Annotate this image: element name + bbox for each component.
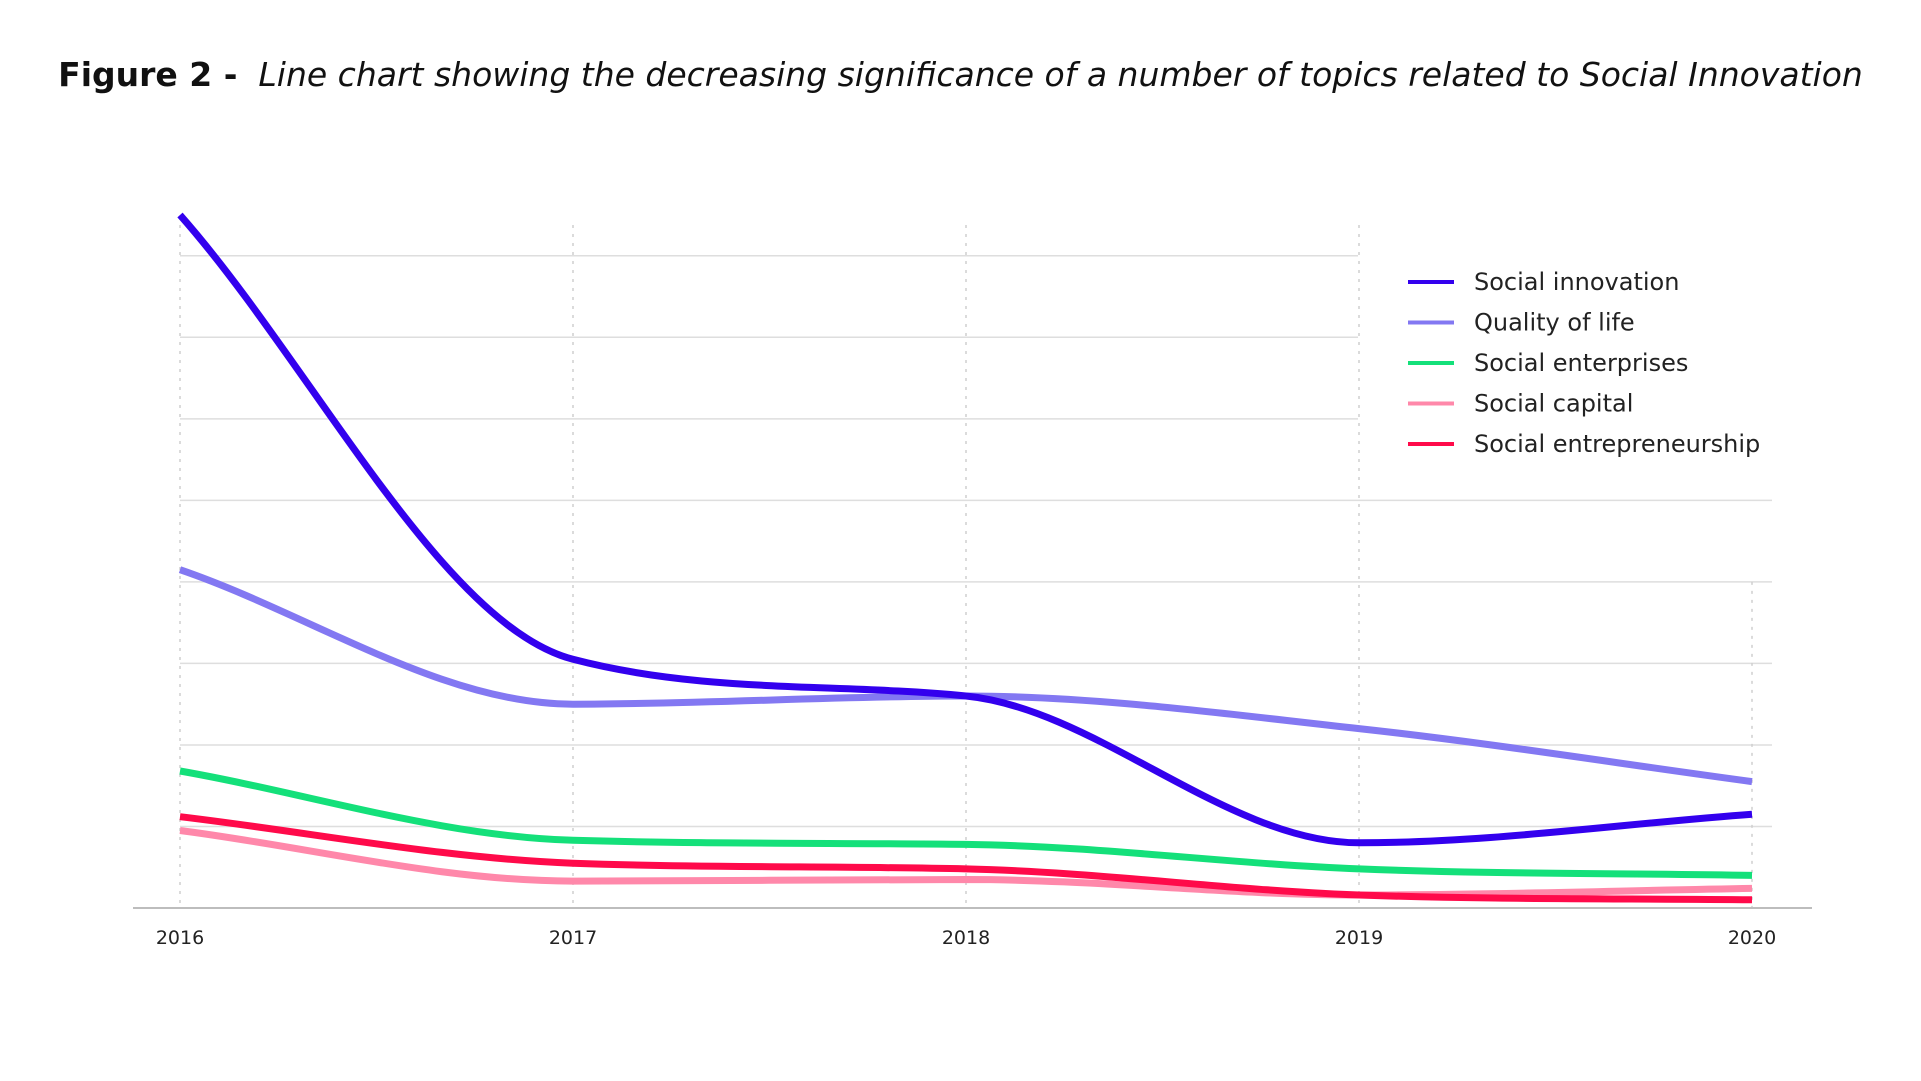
x-tick-label: 2019 — [1335, 927, 1383, 949]
grid-layer — [179, 225, 1772, 908]
legend-label: Social innovation — [1474, 268, 1679, 296]
legend-item: Social innovation — [1408, 268, 1679, 296]
legend-item: Quality of life — [1408, 309, 1635, 337]
series-line-social-enterprises — [179, 767, 1753, 879]
x-axis: 2016 2017 2018 2019 2020 — [133, 907, 1812, 949]
legend-label: Quality of life — [1474, 309, 1635, 337]
x-tick-label: 2018 — [942, 927, 990, 949]
legend-label: Social capital — [1474, 390, 1633, 418]
series-line-social-capital — [179, 827, 1753, 899]
legend-item: Social entrepreneurship — [1408, 430, 1760, 458]
figure-label: Figure 2 - — [58, 55, 238, 94]
x-tick-label: 2020 — [1728, 927, 1776, 949]
series-line-social-innovation — [177, 212, 1753, 847]
legend-label: Social enterprises — [1474, 349, 1688, 377]
legend-item: Social enterprises — [1408, 349, 1688, 377]
legend: Social innovation Quality of life Social e… — [1408, 268, 1760, 458]
legend-label: Social entrepreneurship — [1474, 430, 1760, 458]
figure-caption: Line chart showing the decreasing signif… — [258, 55, 1863, 94]
x-tick-label: 2017 — [549, 927, 597, 949]
series-lines — [177, 212, 1753, 904]
legend-item: Social capital — [1408, 390, 1633, 418]
figure-title: Figure 2 - Line chart showing the decrea… — [0, 55, 1921, 94]
x-tick-label: 2016 — [156, 927, 204, 949]
series-line-social-entrepreneurship — [179, 813, 1753, 904]
